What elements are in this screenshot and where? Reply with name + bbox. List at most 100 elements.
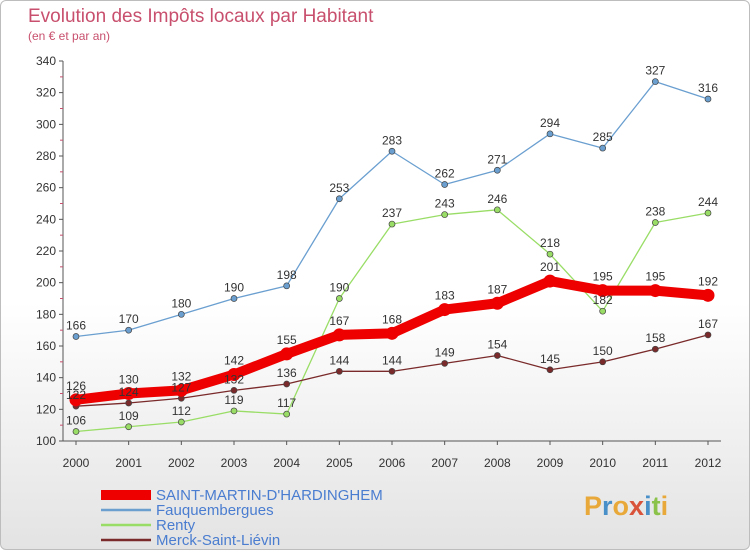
y-tick-label: 280 bbox=[36, 149, 56, 163]
x-tick-label: 2000 bbox=[63, 456, 90, 470]
data-label: 187 bbox=[487, 282, 507, 296]
data-label: 158 bbox=[645, 331, 665, 345]
data-point bbox=[704, 331, 712, 339]
proxiti-logo: Proxiti bbox=[584, 491, 668, 522]
data-point bbox=[438, 303, 452, 317]
data-point bbox=[332, 328, 346, 342]
data-point bbox=[335, 367, 343, 375]
data-label: 262 bbox=[435, 167, 455, 181]
data-label: 142 bbox=[224, 354, 244, 368]
data-label: 150 bbox=[593, 344, 613, 358]
y-tick-label: 200 bbox=[36, 276, 56, 290]
data-label: 127 bbox=[171, 380, 191, 394]
x-tick-label: 2010 bbox=[589, 456, 616, 470]
data-point bbox=[596, 284, 610, 298]
legend-entry: Renty bbox=[156, 517, 196, 534]
data-point bbox=[174, 383, 188, 397]
data-label: 145 bbox=[540, 352, 560, 366]
data-label: 122 bbox=[66, 388, 86, 402]
data-label: 195 bbox=[593, 270, 613, 284]
x-tick-label: 2009 bbox=[537, 456, 564, 470]
data-point bbox=[599, 144, 607, 152]
y-tick-label: 300 bbox=[36, 117, 56, 131]
data-label: 192 bbox=[698, 274, 718, 288]
data-point bbox=[704, 95, 712, 103]
data-point bbox=[543, 274, 557, 288]
data-label: 180 bbox=[171, 296, 191, 310]
y-tick-label: 220 bbox=[36, 244, 56, 258]
data-point bbox=[177, 310, 185, 318]
data-point bbox=[388, 220, 396, 228]
data-point bbox=[490, 296, 504, 310]
data-label: 190 bbox=[224, 281, 244, 295]
x-tick-label: 2003 bbox=[221, 456, 248, 470]
data-label: 271 bbox=[487, 152, 507, 166]
y-tick-label: 120 bbox=[36, 402, 56, 416]
data-label: 132 bbox=[171, 369, 191, 383]
y-tick-label: 340 bbox=[36, 54, 56, 68]
data-point bbox=[125, 423, 133, 431]
data-label: 109 bbox=[119, 409, 139, 423]
data-point bbox=[283, 282, 291, 290]
data-point bbox=[441, 360, 449, 367]
data-point bbox=[230, 386, 238, 394]
logo-letter: r bbox=[602, 491, 613, 521]
data-point bbox=[335, 295, 343, 302]
data-label: 132 bbox=[224, 372, 244, 386]
logo-letter: x bbox=[629, 491, 645, 521]
data-label: 117 bbox=[277, 396, 296, 410]
data-label: 294 bbox=[540, 116, 560, 130]
data-point bbox=[283, 410, 291, 418]
data-point bbox=[335, 195, 343, 203]
data-label: 246 bbox=[487, 192, 507, 206]
x-tick-label: 2008 bbox=[484, 456, 511, 470]
data-label: 112 bbox=[172, 404, 191, 418]
data-label: 144 bbox=[382, 353, 402, 367]
data-point bbox=[385, 326, 399, 340]
data-point bbox=[648, 284, 662, 298]
data-label: 119 bbox=[224, 393, 243, 407]
y-tick-label: 160 bbox=[36, 339, 56, 353]
x-tick-label: 2006 bbox=[379, 456, 406, 470]
data-point bbox=[701, 288, 715, 302]
y-tick-label: 320 bbox=[36, 86, 56, 100]
data-label: 170 bbox=[119, 312, 139, 326]
data-point bbox=[441, 181, 449, 188]
data-point bbox=[493, 166, 501, 174]
data-point bbox=[493, 352, 501, 359]
x-tick-label: 2007 bbox=[431, 456, 458, 470]
data-point bbox=[125, 326, 133, 334]
data-point bbox=[546, 130, 554, 138]
data-point bbox=[122, 387, 136, 400]
data-point bbox=[227, 368, 241, 381]
x-tick-label: 2004 bbox=[273, 456, 300, 470]
data-point bbox=[704, 209, 712, 217]
y-tick-label: 140 bbox=[36, 371, 56, 385]
data-label: 218 bbox=[540, 236, 560, 250]
logo-letter: t bbox=[651, 491, 661, 521]
data-point bbox=[72, 333, 80, 340]
logo-letter: o bbox=[612, 491, 630, 521]
data-label: 167 bbox=[698, 317, 718, 331]
data-point bbox=[546, 250, 554, 258]
x-tick-label: 2012 bbox=[695, 456, 722, 470]
data-label: 283 bbox=[382, 133, 402, 147]
y-tick-label: 180 bbox=[36, 307, 56, 321]
y-tick-label: 240 bbox=[36, 212, 56, 226]
logo-letter: i bbox=[660, 491, 669, 521]
data-label: 198 bbox=[277, 268, 297, 282]
data-point bbox=[651, 345, 659, 353]
data-label: 166 bbox=[66, 319, 86, 333]
data-point bbox=[230, 295, 238, 302]
data-label: 182 bbox=[593, 293, 613, 307]
data-point bbox=[599, 358, 607, 366]
chart-subtitle: (en € et par an) bbox=[28, 29, 111, 43]
data-point bbox=[599, 307, 607, 315]
data-label: 285 bbox=[593, 130, 613, 144]
data-label: 183 bbox=[435, 289, 455, 303]
data-label: 244 bbox=[698, 195, 718, 209]
data-point bbox=[493, 206, 501, 214]
x-tick-label: 2002 bbox=[168, 456, 195, 470]
logo-letter: i bbox=[644, 491, 652, 521]
